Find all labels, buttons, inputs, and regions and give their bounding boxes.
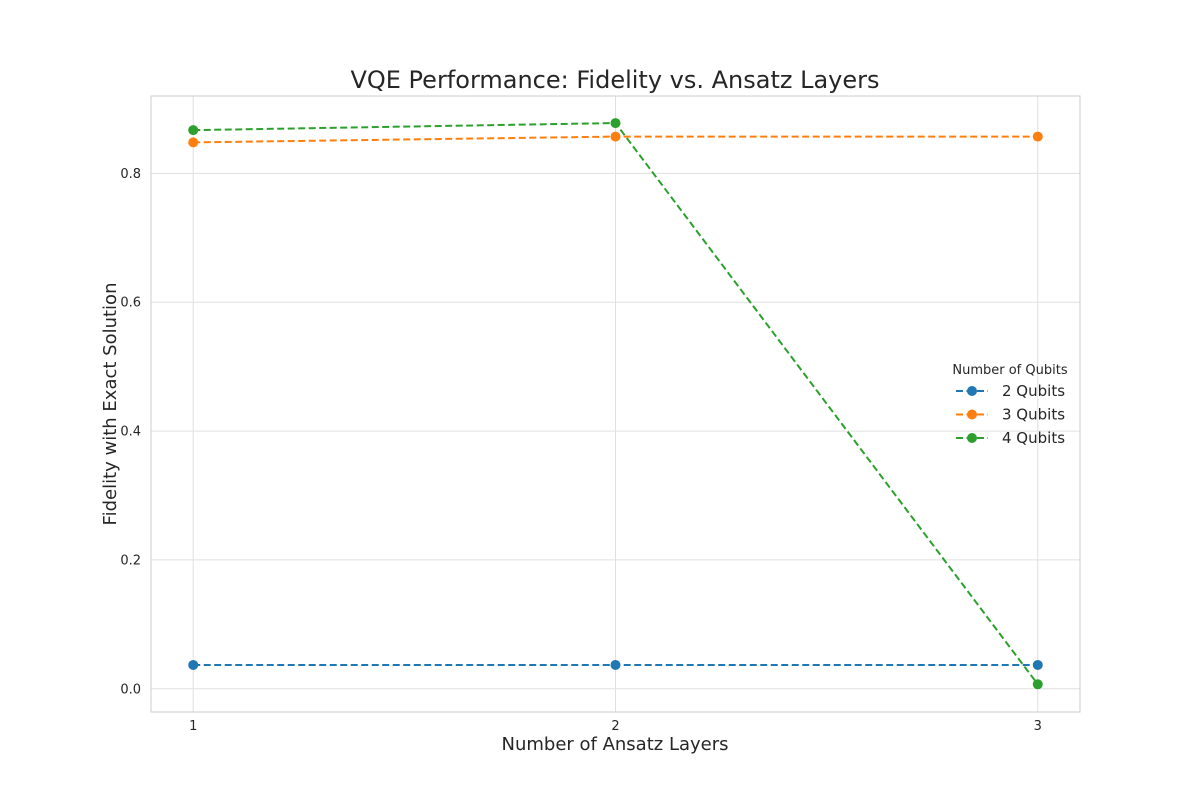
legend-label: 4 Qubits — [1002, 429, 1065, 447]
y-tick-label: 0.6 — [120, 296, 141, 311]
legend-marker-swatch — [967, 409, 977, 420]
x-tick-label: 3 — [1034, 719, 1042, 734]
y-axis-label: Fidelity with Exact Solution — [100, 283, 121, 526]
legend-label: 3 Qubits — [1002, 406, 1065, 424]
legend-entry: 3 Qubits — [956, 406, 1065, 424]
axis-ticks: 0.0 0.2 0.4 0.6 0.8 1 2 3 — [120, 167, 1042, 734]
legend-label: 2 Qubits — [1002, 382, 1065, 400]
data-point — [1032, 659, 1043, 670]
data-point — [610, 118, 621, 129]
legend-entry: 2 Qubits — [956, 382, 1065, 400]
data-point — [1032, 131, 1043, 142]
data-point — [610, 659, 621, 670]
data-point — [188, 659, 199, 670]
chart-title: VQE Performance: Fidelity vs. Ansatz Lay… — [350, 66, 879, 94]
y-tick-label: 0.0 — [120, 682, 141, 697]
legend-marker-swatch — [967, 433, 977, 443]
y-tick-label: 0.4 — [120, 425, 141, 440]
plot-area-frame — [150, 95, 1081, 713]
series-3-qubits — [188, 131, 1043, 148]
x-tick-label: 2 — [611, 719, 619, 734]
legend-marker-swatch — [967, 386, 977, 396]
legend-entry: 4 Qubits — [956, 429, 1065, 447]
y-tick-label: 0.8 — [120, 167, 141, 182]
series-4-qubits — [188, 118, 1043, 690]
data-point — [610, 131, 621, 142]
legend: Number of Qubits 2 Qubits 3 Qubits 4 Qubit… — [952, 363, 1067, 447]
data-point — [1032, 679, 1043, 690]
y-tick-label: 0.2 — [120, 553, 141, 568]
x-tick-label: 1 — [189, 719, 197, 734]
legend-title: Number of Qubits — [952, 363, 1067, 378]
data-point — [188, 137, 199, 148]
data-point — [188, 125, 199, 136]
x-axis-label: Number of Ansatz Layers — [501, 734, 728, 755]
grid-lines — [151, 96, 1080, 712]
series-lines — [188, 118, 1043, 690]
series-2-qubits — [188, 659, 1043, 670]
